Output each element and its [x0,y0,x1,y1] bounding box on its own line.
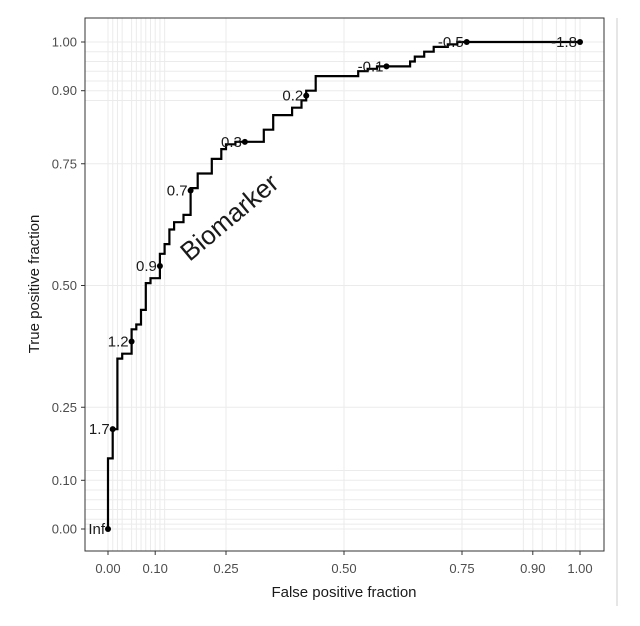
cutoff-point [463,39,470,45]
cutoff-label: 0.2 [282,88,303,105]
y-tick-label: 0.50 [52,278,77,293]
cutoff-label: Inf [88,521,106,538]
cutoff-label: 1.2 [108,334,129,351]
cutoff-point [109,426,116,433]
y-tick-label: 1.00 [52,35,77,50]
cutoff-point [383,63,390,70]
x-tick-label: 0.90 [520,561,545,576]
x-tick-label: 0.50 [331,561,356,576]
cutoff-point [577,39,583,45]
cutoff-points: Inf 1.7 1.2 0.9 0.7 0.3 0.2 -0.1 -0.5 -1.8 [88,34,583,538]
cutoff-label: 0.7 [167,183,188,200]
roc-curve-line [106,40,580,529]
y-tick-label: 0.10 [52,473,77,488]
cutoff-label: -0.1 [358,58,384,75]
x-tick-label: 0.75 [449,561,474,576]
x-tick-label: 0.25 [213,561,238,576]
cutoff-point [187,187,194,194]
x-tick-label: 0.00 [95,561,120,576]
cutoff-point [303,92,310,99]
cutoff-label: -1.8 [551,34,577,51]
x-axis-title: False positive fraction [271,584,416,601]
cutoff-point [128,338,135,345]
cutoff-point [156,263,163,270]
x-tick-label: 0.10 [143,561,168,576]
x-tick-label: 1.00 [567,561,592,576]
y-tick-label: 0.75 [52,156,77,171]
y-axis-title: True positive fraction [26,215,43,354]
cutoff-label: 0.3 [221,134,242,151]
cutoff-label: 0.9 [136,258,157,275]
y-tick-label: 0.00 [52,522,77,537]
cutoff-label: 1.7 [89,421,110,438]
y-tick-label: 0.25 [52,400,77,415]
y-tick-label: 0.90 [52,83,77,98]
cutoff-label: -0.5 [438,34,464,51]
grid-lines [85,18,604,551]
cutoff-point [241,138,248,145]
cutoff-point [105,526,111,532]
axis-ticks: 0.00 0.10 0.25 0.50 0.75 0.90 1.00 0.00 0.10 0.25… [52,35,593,577]
